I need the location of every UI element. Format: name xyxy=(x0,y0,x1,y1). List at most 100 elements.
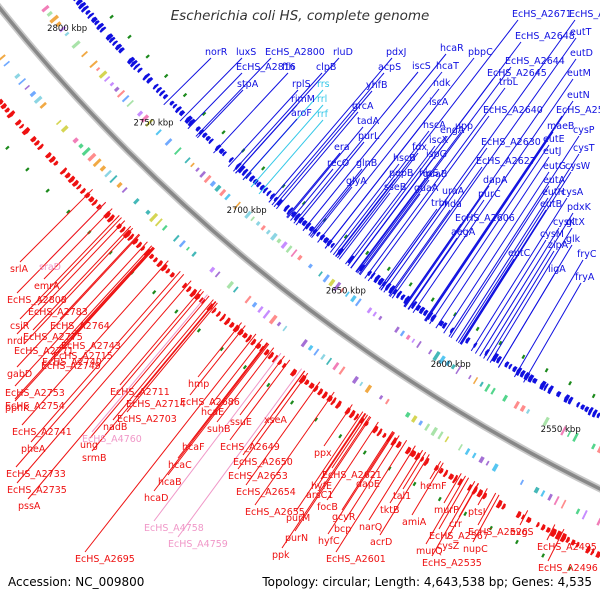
forward-leader-line xyxy=(380,196,449,291)
feature xyxy=(508,363,513,370)
feature xyxy=(85,9,91,16)
forward-gene-label: rrs xyxy=(317,79,330,90)
reverse-gene-label: evgS xyxy=(510,527,534,538)
feature xyxy=(549,528,557,538)
reverse-gene-label: EcHS_A2495 xyxy=(537,542,597,553)
feature xyxy=(75,0,83,6)
feature xyxy=(208,138,214,145)
feature xyxy=(195,126,202,132)
reverse-leader-line xyxy=(135,300,216,398)
feature xyxy=(80,5,90,13)
reverse-leader-line xyxy=(16,234,141,368)
forward-gene-label: fdx xyxy=(412,142,427,153)
forward-gene-label: EcHS_A2581 xyxy=(556,105,600,116)
forward-leader-line xyxy=(513,259,584,378)
feature xyxy=(556,391,562,398)
feature xyxy=(39,101,47,109)
scale-tick xyxy=(301,200,307,206)
feature xyxy=(165,268,171,274)
reverse-gene-label: EcHS_A2743 xyxy=(61,341,121,352)
reverse-gene-label: srmB xyxy=(82,453,106,464)
scale-tick xyxy=(386,266,391,272)
forward-gene-label: cysP xyxy=(573,125,595,136)
forward-gene-label: iscS xyxy=(412,61,431,72)
reverse-leader-line xyxy=(242,370,305,456)
forward-leader-line xyxy=(335,178,396,257)
feature xyxy=(248,175,256,183)
scale-tick xyxy=(365,250,370,256)
reverse-gene-label: murP xyxy=(434,505,459,516)
reverse-gene-label: EcHS_A2741 xyxy=(12,427,72,438)
feature xyxy=(580,404,586,411)
feature xyxy=(373,274,381,284)
forward-gene-label: hcaT xyxy=(436,61,459,72)
feature xyxy=(289,368,298,377)
reverse-leader-line xyxy=(43,208,113,280)
forward-gene-label: eutE xyxy=(543,134,565,145)
forward-leader-line xyxy=(367,115,490,282)
scale-tick xyxy=(412,481,417,487)
feature xyxy=(174,147,182,155)
reverse-gene-label: EcHS_A2711 xyxy=(110,387,170,398)
feature xyxy=(18,77,27,86)
forward-gene-label: cysT xyxy=(573,143,595,154)
reverse-gene-label: hyfC xyxy=(318,536,340,547)
feature xyxy=(570,539,576,546)
forward-gene-label: fryA xyxy=(575,272,595,283)
accession-text: Accession: NC_009800 xyxy=(8,575,145,589)
forward-gene-label: eutG xyxy=(543,161,566,172)
feature xyxy=(169,100,175,106)
forward-leader-line xyxy=(403,223,462,307)
feature xyxy=(596,517,600,526)
reverse-gene-label: cysZ xyxy=(437,541,460,552)
reverse-gene-label: nrdI xyxy=(7,336,26,347)
feature xyxy=(94,20,100,26)
feature xyxy=(584,406,590,413)
feature xyxy=(410,415,418,423)
feature xyxy=(24,84,31,91)
scale-tick xyxy=(45,188,50,193)
feature xyxy=(211,307,217,314)
feature xyxy=(244,171,252,180)
reverse-leader-line xyxy=(16,220,126,335)
feature xyxy=(81,50,88,58)
forward-leader-line xyxy=(424,115,563,321)
forward-leader-line xyxy=(311,186,353,238)
feature xyxy=(290,211,298,218)
scale-label: 2550 kbp xyxy=(541,425,581,435)
reverse-leader-line xyxy=(429,460,442,480)
forward-leader-line xyxy=(317,88,440,243)
reverse-leader-line xyxy=(91,294,208,433)
feature xyxy=(348,409,356,419)
reverse-gene-label: EcHS_A2649 xyxy=(220,442,280,453)
feature xyxy=(209,180,217,188)
feature xyxy=(354,298,362,307)
feature xyxy=(581,509,588,520)
reverse-leader-line xyxy=(431,480,476,557)
feature xyxy=(321,391,328,399)
feature xyxy=(576,401,581,408)
feature xyxy=(145,209,151,216)
feature xyxy=(326,357,333,366)
scale-tick xyxy=(387,466,392,471)
forward-gene-label: iscA xyxy=(429,97,449,108)
scale-tick xyxy=(408,282,413,287)
feature xyxy=(411,338,416,344)
feature-tracks xyxy=(0,0,600,571)
forward-leader-line xyxy=(450,185,550,339)
reverse-leader-line xyxy=(519,510,529,526)
feature xyxy=(282,325,288,332)
feature xyxy=(410,301,418,310)
feature xyxy=(71,179,79,187)
forward-leader-line xyxy=(275,111,359,210)
feature xyxy=(479,381,484,387)
feature xyxy=(307,263,313,269)
reverse-gene-label: tal1 xyxy=(393,491,411,502)
feature xyxy=(145,118,154,127)
scale-label: 2700 kbp xyxy=(227,206,267,216)
feature xyxy=(155,86,163,94)
feature xyxy=(224,193,231,201)
feature xyxy=(388,285,396,295)
feature xyxy=(4,107,10,113)
feature xyxy=(127,233,135,242)
